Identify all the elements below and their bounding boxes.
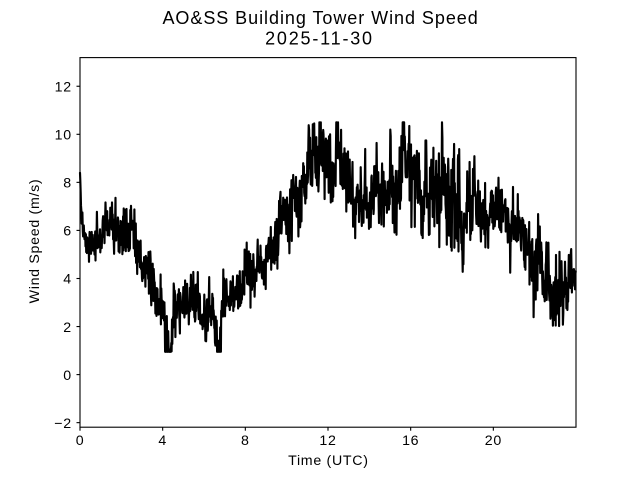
svg-text:0: 0 — [63, 368, 72, 384]
svg-text:4: 4 — [63, 272, 72, 288]
svg-text:4: 4 — [158, 433, 167, 449]
svg-text:8: 8 — [241, 433, 250, 449]
svg-text:2025-11-30: 2025-11-30 — [265, 28, 374, 48]
svg-text:16: 16 — [402, 433, 419, 449]
svg-text:20: 20 — [485, 433, 502, 449]
svg-text:0: 0 — [76, 433, 85, 449]
svg-text:Wind Speed (m/s): Wind Speed (m/s) — [27, 179, 43, 304]
svg-text:6: 6 — [63, 224, 72, 240]
svg-text:12: 12 — [55, 79, 72, 95]
svg-text:10: 10 — [55, 128, 72, 144]
svg-text:AO&SS Building Tower Wind Spee: AO&SS Building Tower Wind Speed — [162, 8, 478, 28]
svg-text:−2: −2 — [54, 416, 72, 432]
svg-text:8: 8 — [63, 176, 72, 192]
svg-text:Time (UTC): Time (UTC) — [288, 453, 369, 469]
svg-text:12: 12 — [319, 433, 336, 449]
svg-text:2: 2 — [63, 320, 72, 336]
